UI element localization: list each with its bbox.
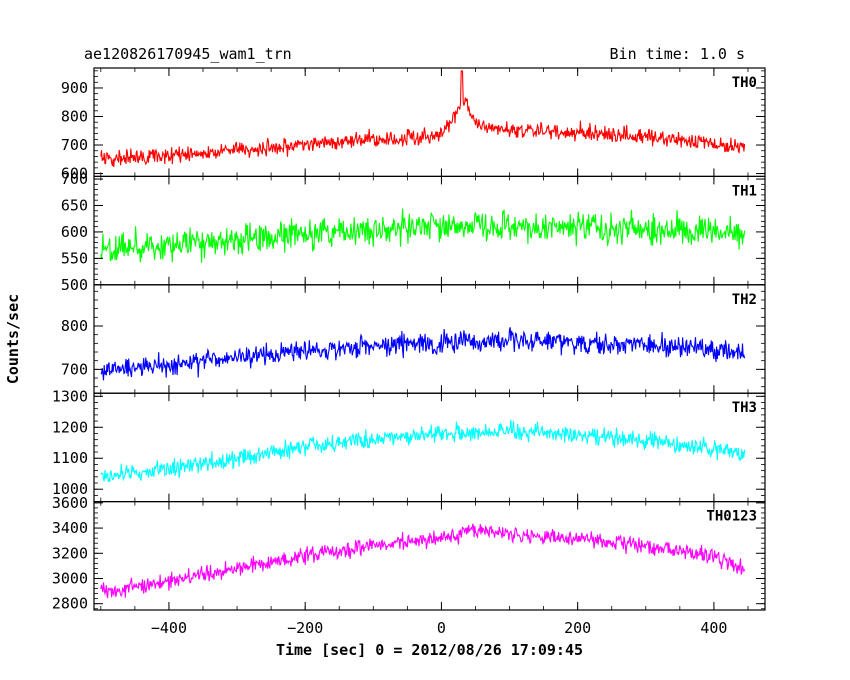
header-left-title: ae120826170945_wam1_trn [84,45,292,63]
y-tick-label: 500 [61,276,88,294]
header-bin-time: Bin time: 1.0 s [609,45,745,63]
panel-label-th3: TH3 [732,400,757,416]
y-tick-label: 800 [61,317,88,335]
panel-frame [93,501,766,611]
x-tick-label: 400 [700,619,727,637]
series-line-th1 [100,208,746,263]
y-tick-label: 700 [61,360,88,378]
y-tick-label: 550 [61,249,88,267]
panel-label-th0123: TH0123 [706,509,757,525]
x-tick-label: 0 [437,619,446,637]
y-tick-label: 3000 [52,569,88,587]
y-tick-label: 600 [61,165,88,183]
y-tick-label: 3600 [52,494,88,512]
y-tick-label: 2800 [52,595,88,613]
x-axis-title: Time [sec] 0 = 2012/08/26 17:09:45 [276,641,583,659]
y-tick-label: 1300 [52,387,88,405]
series-line-th0123 [100,523,746,599]
y-tick-label: 700 [61,170,88,188]
series-line-th3 [100,419,746,483]
x-tick-label: 200 [564,619,591,637]
series-line-th2 [100,327,746,381]
y-tick-label: 600 [61,223,88,241]
panel-label-th0: TH0 [732,75,757,91]
y-tick-label: 1000 [52,480,88,498]
y-tick-label: 1200 [52,418,88,436]
panel-th3: 1000 1100 1200 1300 TH3 [52,387,766,503]
y-tick-label: 650 [61,196,88,214]
x-tick-label: −200 [287,619,323,637]
y-tick-label: 1100 [52,449,88,467]
x-tick-label: −400 [151,619,187,637]
y-tick-label: 3400 [52,519,88,537]
panel-label-th1: TH1 [732,183,757,199]
panel-frame [93,392,766,503]
panel-th2: 700 800 TH2 [61,284,766,394]
series-line-th0 [100,70,746,167]
panel-label-th2: TH2 [732,292,757,308]
y-tick-label: 800 [61,107,88,125]
panel-th0: 600 700 800 900 TH0 [61,67,766,183]
panel-th1: 500 550 600 650 700 TH1 [61,170,766,294]
panel-th0123: 2800 3000 3200 3400 3600 TH0123 [52,494,766,613]
y-tick-label: 700 [61,136,88,154]
y-tick-label: 900 [61,79,88,97]
panel-frame [93,67,766,178]
y-tick-label: 3200 [52,544,88,562]
y-axis-title: Counts/sec [4,294,22,384]
